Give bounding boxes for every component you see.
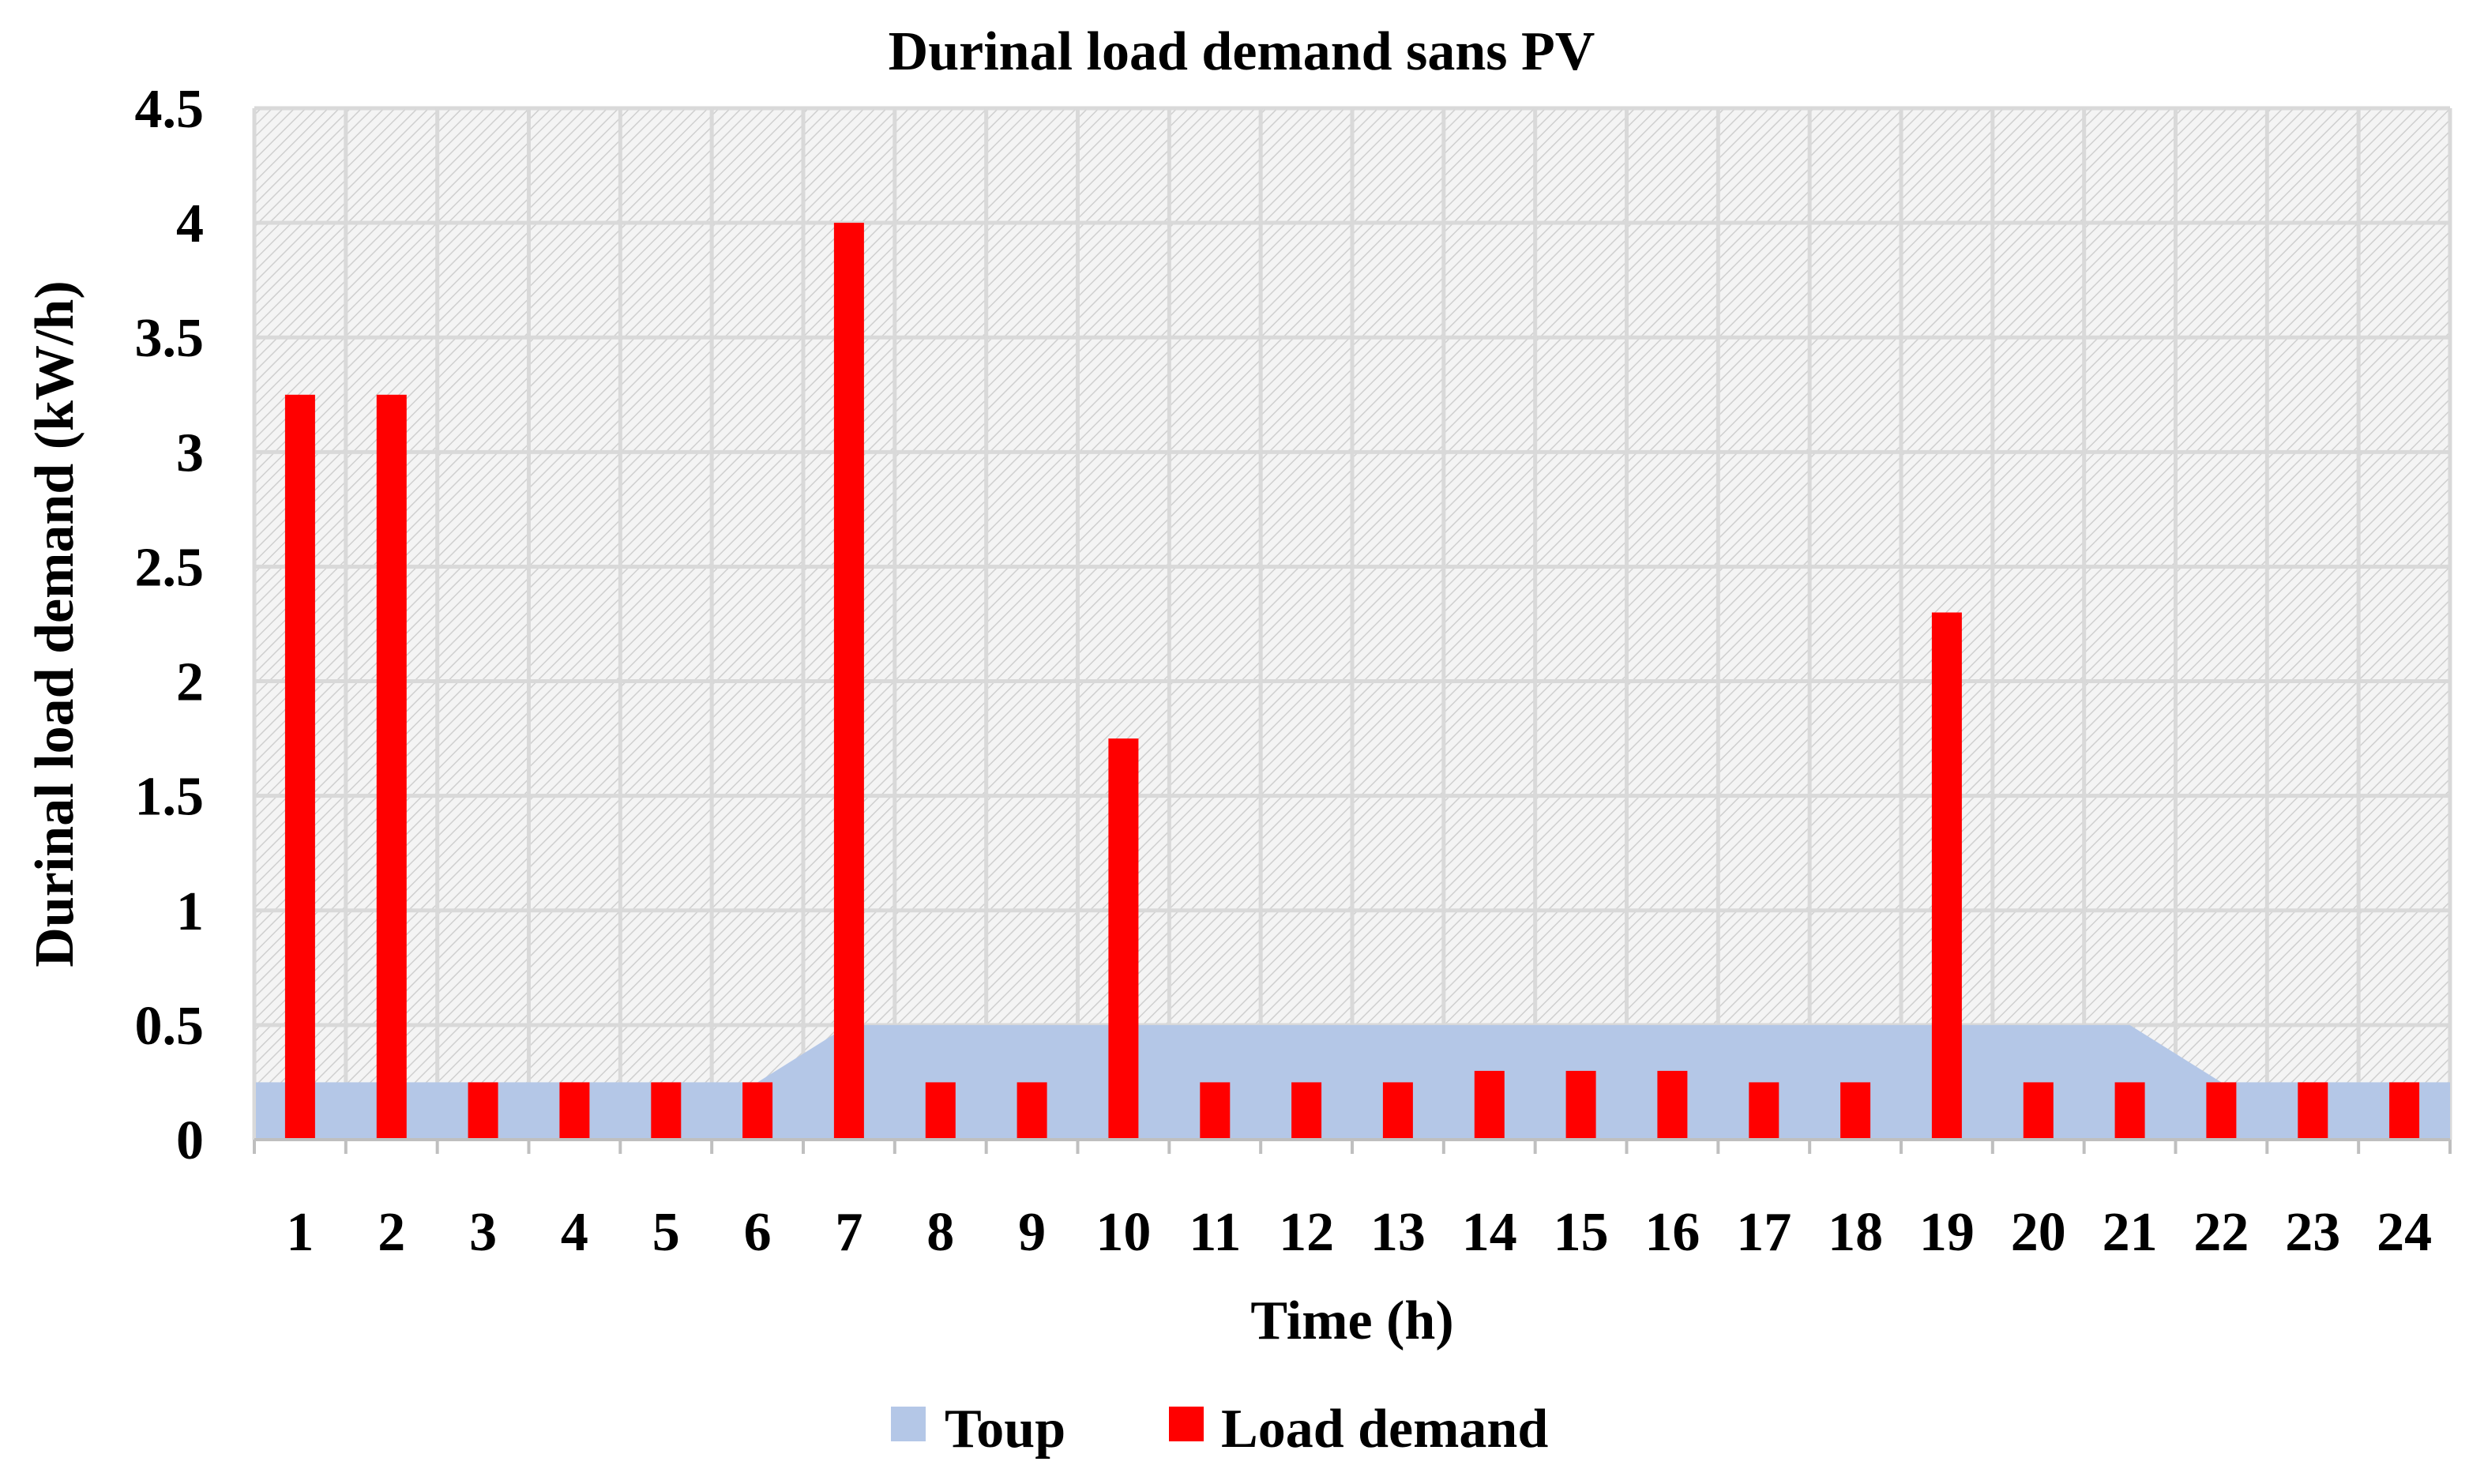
x-tick-label: 11 [1189, 1202, 1241, 1263]
load-demand-bar [1931, 612, 1962, 1140]
y-tick-label: 4.5 [135, 79, 205, 140]
load-demand-bar [284, 394, 315, 1140]
x-tick-label: 22 [2193, 1202, 2249, 1263]
x-tick-label: 6 [744, 1202, 772, 1263]
load-demand-bars [284, 223, 2420, 1140]
load-demand-bar [1657, 1070, 1688, 1140]
x-tick-label: 17 [1736, 1202, 1791, 1263]
y-tick-label: 0 [176, 1110, 204, 1171]
x-tick-label: 8 [926, 1202, 954, 1263]
x-tick-label: 19 [1919, 1202, 1975, 1263]
y-tick-label: 4 [176, 193, 204, 254]
x-axis-label: Time (h) [1250, 1291, 1453, 1351]
load-demand-bar [559, 1082, 590, 1140]
x-tick-label: 20 [2011, 1202, 2066, 1263]
load-demand-bar [2389, 1082, 2420, 1140]
x-tick-label: 3 [469, 1202, 497, 1263]
y-axis-label: Durinal load demand (kW/h) [24, 280, 85, 967]
x-tick-label: 12 [1279, 1202, 1334, 1263]
x-tick-label: 9 [1018, 1202, 1046, 1263]
x-tick-label: 16 [1644, 1202, 1700, 1263]
y-tick-label: 1.5 [135, 767, 205, 828]
x-tick-label: 7 [835, 1202, 862, 1263]
y-tick-label: 3 [176, 423, 204, 483]
x-tick-label: 13 [1370, 1202, 1426, 1263]
legend: Toup Load demand [891, 1399, 1548, 1460]
load-demand-bar [2298, 1082, 2328, 1140]
load-demand-bar [468, 1082, 498, 1140]
load-demand-bar [1108, 738, 1139, 1140]
y-tick-label: 2.5 [135, 537, 205, 598]
load-demand-bar [1840, 1082, 1871, 1140]
legend-label-load-demand: Load demand [1221, 1399, 1548, 1460]
load-demand-bar [1291, 1082, 1322, 1140]
x-tick-label: 18 [1828, 1202, 1883, 1263]
load-demand-bar [1474, 1070, 1505, 1140]
x-tick-label: 14 [1462, 1202, 1517, 1263]
load-demand-bar [1749, 1082, 1779, 1140]
x-axis-ticks [253, 1140, 2452, 1154]
chart-title: Durinal load demand sans PV [889, 21, 1595, 82]
load-demand-bar [1200, 1082, 1231, 1140]
load-demand-bar [2206, 1082, 2237, 1140]
load-demand-bar [651, 1082, 682, 1140]
load-demand-bar [1382, 1082, 1413, 1140]
toup-area [256, 1024, 2450, 1140]
y-tick-label: 3.5 [135, 308, 205, 369]
load-demand-bar [2114, 1082, 2145, 1140]
x-tick-label: 15 [1554, 1202, 1609, 1263]
load-demand-bar [833, 223, 864, 1140]
y-tick-label: 1 [176, 881, 204, 942]
x-tick-label: 23 [2285, 1202, 2340, 1263]
legend-label-toup: Toup [945, 1399, 1065, 1460]
x-tick-label: 10 [1095, 1202, 1151, 1263]
load-demand-bar [1017, 1082, 1047, 1140]
legend-swatch-load-demand [1169, 1407, 1204, 1441]
load-demand-bar [925, 1082, 956, 1140]
load-demand-bar [742, 1082, 773, 1140]
y-tick-label: 0.5 [135, 996, 205, 1057]
load-demand-bar [2023, 1082, 2054, 1140]
y-tick-label: 2 [176, 652, 204, 713]
x-tick-label: 4 [561, 1202, 588, 1263]
x-tick-label: 21 [2103, 1202, 2158, 1263]
load-demand-bar [376, 394, 407, 1140]
y-axis-tick-labels: 0 0.5 1 1.5 2 2.5 3 3.5 4 4.5 [135, 79, 205, 1171]
x-axis-tick-labels: 1 2 3 4 5 6 7 8 9 10 11 12 13 14 15 16 17 18 19 20 21 22 23 24 [286, 1202, 2432, 1263]
x-tick-label: 24 [2377, 1202, 2432, 1263]
grid [252, 106, 2452, 1140]
x-tick-label: 1 [286, 1202, 314, 1263]
toup-area-layer [256, 1024, 2450, 1140]
legend-swatch-toup [891, 1407, 926, 1441]
x-tick-label: 5 [652, 1202, 680, 1263]
x-tick-label: 2 [378, 1202, 405, 1263]
load-demand-bar [1565, 1070, 1596, 1140]
